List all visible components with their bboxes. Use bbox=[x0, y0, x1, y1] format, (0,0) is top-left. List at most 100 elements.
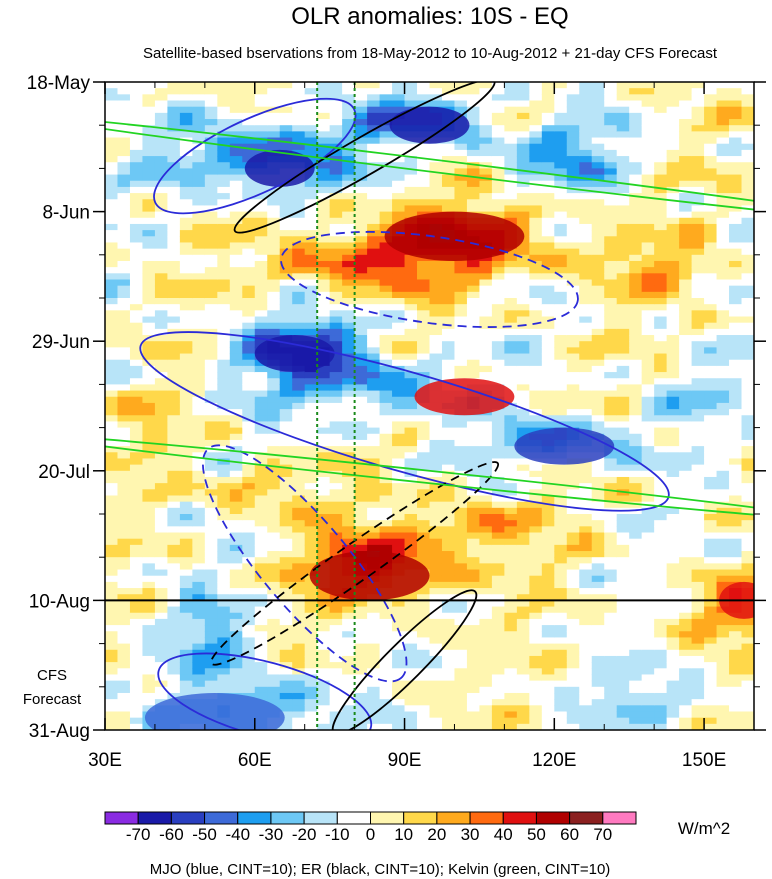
anomaly-cell bbox=[129, 372, 144, 379]
anomaly-cell bbox=[604, 662, 618, 669]
anomaly-cell bbox=[654, 230, 668, 237]
anomaly-cell bbox=[679, 439, 693, 447]
anomaly-cell bbox=[192, 267, 206, 274]
anomaly-cell bbox=[267, 285, 281, 293]
anomaly-cell bbox=[392, 335, 406, 342]
anomaly-cell bbox=[117, 668, 131, 676]
anomaly-cell bbox=[254, 267, 268, 274]
anomaly-cell bbox=[217, 248, 231, 256]
anomaly-cell bbox=[479, 94, 493, 102]
anomaly-cell bbox=[429, 575, 443, 583]
anomaly-cell bbox=[579, 254, 593, 262]
anomaly-cell bbox=[654, 199, 668, 207]
anomaly-cell bbox=[154, 365, 168, 373]
anomaly-cell bbox=[516, 106, 530, 114]
anomaly-cell bbox=[267, 458, 281, 466]
anomaly-cell bbox=[129, 273, 144, 281]
anomaly-cell bbox=[691, 137, 705, 145]
anomaly-cell bbox=[604, 489, 618, 497]
anomaly-cell bbox=[317, 439, 331, 447]
anomaly-cell bbox=[354, 526, 368, 534]
anomaly-cell bbox=[491, 674, 505, 682]
anomaly-cell bbox=[292, 532, 306, 540]
anomaly-cell bbox=[404, 662, 418, 669]
anomaly-cell bbox=[654, 100, 668, 108]
anomaly-cell bbox=[541, 316, 555, 324]
anomaly-cell bbox=[267, 409, 281, 416]
anomaly-cell bbox=[566, 82, 580, 89]
anomaly-cell bbox=[304, 304, 318, 311]
anomaly-cell bbox=[504, 643, 518, 651]
anomaly-cell bbox=[267, 384, 281, 392]
anomaly-cell bbox=[105, 242, 119, 250]
anomaly-cell bbox=[616, 544, 630, 552]
anomaly-cell bbox=[379, 489, 393, 497]
anomaly-cell bbox=[529, 674, 543, 682]
anomaly-cell bbox=[679, 581, 693, 589]
anomaly-cell bbox=[367, 489, 381, 497]
anomaly-cell bbox=[529, 723, 543, 730]
anomaly-cell bbox=[529, 199, 543, 207]
anomaly-cell bbox=[129, 612, 144, 620]
anomaly-cell bbox=[454, 353, 468, 361]
anomaly-cell bbox=[641, 372, 655, 379]
anomaly-cell bbox=[329, 328, 343, 336]
anomaly-cell bbox=[679, 396, 693, 404]
anomaly-cell bbox=[342, 254, 356, 262]
anomaly-cell bbox=[179, 680, 193, 688]
anomaly-cell bbox=[229, 396, 243, 404]
anomaly-cell bbox=[504, 193, 518, 200]
anomaly-cell bbox=[491, 267, 505, 274]
anomaly-cell bbox=[454, 94, 468, 102]
anomaly-cell bbox=[292, 211, 306, 219]
anomaly-cell bbox=[105, 291, 119, 299]
anomaly-cell bbox=[105, 569, 119, 577]
anomaly-cell bbox=[429, 409, 443, 416]
anomaly-cell bbox=[167, 106, 181, 114]
anomaly-cell bbox=[267, 217, 281, 225]
anomaly-cell bbox=[279, 236, 293, 244]
anomaly-cell bbox=[179, 612, 193, 620]
anomaly-cell bbox=[192, 242, 206, 250]
anomaly-cell bbox=[441, 575, 456, 583]
anomaly-cell bbox=[429, 143, 443, 151]
anomaly-cell bbox=[142, 396, 156, 404]
anomaly-cell bbox=[204, 82, 218, 89]
anomaly-cell bbox=[392, 711, 406, 719]
anomaly-cell bbox=[541, 606, 555, 614]
anomaly-cell bbox=[591, 378, 605, 385]
anomaly-cell bbox=[629, 242, 643, 250]
anomaly-cell bbox=[479, 581, 493, 589]
anomaly-cell bbox=[142, 686, 156, 694]
anomaly-cell bbox=[554, 514, 568, 521]
anomaly-cell bbox=[641, 279, 655, 287]
anomaly-cell bbox=[105, 643, 119, 651]
anomaly-cell bbox=[666, 470, 680, 478]
anomaly-cell bbox=[566, 174, 580, 182]
anomaly-cell bbox=[504, 205, 518, 213]
anomaly-cell bbox=[292, 680, 306, 688]
anomaly-cell bbox=[541, 353, 555, 361]
anomaly-cell bbox=[504, 174, 518, 182]
anomaly-cell bbox=[441, 433, 456, 441]
anomaly-cell bbox=[466, 304, 481, 311]
anomaly-cell bbox=[429, 359, 443, 367]
anomaly-cell bbox=[479, 526, 493, 534]
anomaly-cell bbox=[666, 254, 680, 262]
anomaly-cell bbox=[254, 532, 268, 540]
anomaly-cell bbox=[429, 717, 443, 725]
anomaly-cell bbox=[529, 643, 543, 651]
anomaly-cell bbox=[154, 149, 168, 157]
anomaly-cell bbox=[666, 82, 680, 89]
anomaly-cell bbox=[379, 168, 393, 176]
anomaly-cell bbox=[691, 328, 705, 336]
anomaly-cell bbox=[329, 452, 343, 460]
anomaly-cell bbox=[616, 699, 630, 706]
anomaly-cell bbox=[579, 125, 593, 132]
anomaly-cell bbox=[105, 723, 119, 730]
anomaly-cell bbox=[179, 211, 193, 219]
anomaly-cell bbox=[679, 322, 693, 330]
anomaly-cell bbox=[105, 699, 119, 706]
anomaly-cell bbox=[591, 304, 605, 311]
anomaly-cell bbox=[616, 501, 630, 509]
